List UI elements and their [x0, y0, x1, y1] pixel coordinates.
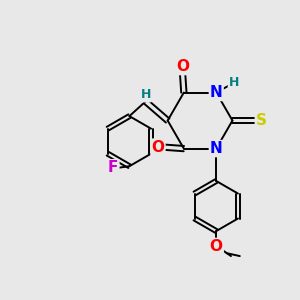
Text: H: H [229, 76, 239, 89]
Text: F: F [108, 160, 119, 175]
Text: O: O [152, 140, 164, 154]
Text: N: N [210, 85, 223, 100]
Text: S: S [256, 113, 267, 128]
Text: N: N [210, 141, 223, 156]
Text: H: H [140, 88, 151, 101]
Text: O: O [176, 59, 189, 74]
Text: O: O [210, 239, 223, 254]
